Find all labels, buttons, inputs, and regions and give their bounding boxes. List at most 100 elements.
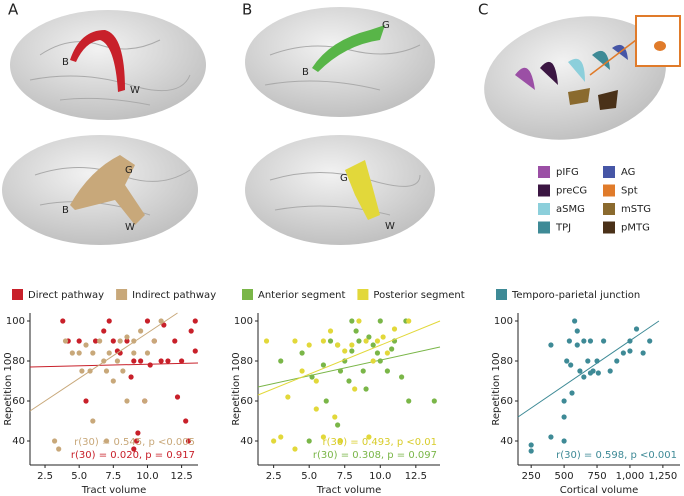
point — [114, 358, 121, 364]
y-tick-label: 40 — [12, 436, 25, 447]
point — [320, 434, 327, 440]
fit-line — [257, 346, 441, 388]
point — [179, 358, 185, 364]
point — [349, 342, 355, 348]
point — [131, 350, 137, 356]
pathway — [70, 155, 145, 225]
region — [515, 67, 535, 90]
point — [192, 348, 198, 354]
point — [110, 378, 116, 384]
point — [183, 418, 189, 424]
point — [363, 386, 369, 392]
point — [185, 438, 192, 444]
legend-swatch — [357, 289, 369, 300]
legend-label: pMTG — [621, 223, 650, 234]
connector — [589, 39, 637, 76]
inset — [635, 15, 681, 67]
point — [561, 438, 567, 444]
point — [370, 358, 376, 364]
x-tick-label: 10.0 — [136, 471, 158, 482]
legend-swatch — [538, 184, 550, 197]
x-tick-label: 2.5 — [37, 471, 53, 482]
point — [581, 338, 587, 344]
point — [158, 358, 164, 364]
y-tick-label: 60 — [240, 396, 253, 407]
point — [391, 326, 398, 332]
point — [101, 328, 107, 334]
point — [384, 350, 390, 356]
pathway — [70, 30, 125, 92]
fit-line — [517, 320, 660, 418]
point — [585, 358, 591, 364]
point — [142, 398, 148, 404]
pathway — [345, 160, 380, 220]
legend-swatch — [538, 203, 550, 215]
point — [188, 328, 194, 334]
point — [590, 368, 596, 374]
legend-swatch — [496, 289, 507, 300]
point — [320, 338, 327, 344]
point — [581, 374, 587, 380]
brain-label: G — [382, 20, 390, 31]
brain-label: B — [62, 205, 69, 216]
point — [144, 350, 151, 356]
legend-label: Indirect pathway — [132, 290, 216, 301]
point — [528, 448, 534, 454]
point — [51, 438, 58, 444]
point — [349, 348, 355, 354]
legend-label: aSMG — [556, 204, 585, 215]
x-tick-label: 5.0 — [301, 471, 317, 482]
point — [83, 398, 89, 404]
point — [174, 394, 181, 400]
point — [574, 328, 580, 334]
point — [124, 334, 130, 340]
point — [356, 338, 362, 344]
point — [564, 358, 570, 364]
point — [366, 434, 372, 440]
point — [384, 368, 390, 374]
brain-images — [2, 7, 681, 245]
legend-swatch — [603, 221, 615, 234]
point — [128, 374, 134, 380]
panel-letter: C — [478, 1, 488, 19]
point — [353, 328, 359, 334]
x-tick-label: 750 — [587, 471, 606, 482]
legend-label: Anterior segment — [258, 290, 345, 301]
point — [323, 398, 329, 404]
y-tick-label: 40 — [500, 436, 513, 447]
point — [349, 318, 355, 324]
point — [607, 368, 613, 374]
legend-label: preCG — [556, 186, 587, 197]
brain-label: W — [385, 221, 395, 232]
fit-line — [29, 312, 178, 412]
point — [337, 368, 344, 374]
point — [76, 350, 82, 356]
point — [292, 446, 298, 452]
point — [278, 358, 284, 364]
point — [90, 418, 96, 424]
x-tick-label: 1,000 — [616, 471, 645, 482]
point — [620, 350, 626, 356]
region — [568, 88, 590, 105]
legend-swatch — [603, 203, 615, 215]
legend-label: mSTG — [621, 204, 651, 215]
point — [568, 362, 574, 368]
point — [335, 422, 341, 428]
point — [633, 326, 640, 332]
point — [595, 370, 601, 376]
legend-label: TPJ — [555, 223, 571, 234]
region — [568, 58, 585, 82]
point — [97, 338, 103, 344]
point — [90, 350, 96, 356]
point — [380, 334, 386, 340]
point — [172, 338, 178, 344]
point — [131, 446, 137, 452]
point — [389, 346, 395, 352]
point — [342, 348, 348, 354]
point — [147, 362, 153, 368]
fit-line — [257, 320, 441, 396]
point — [192, 318, 198, 324]
point — [110, 338, 116, 344]
legend-swatch — [12, 289, 23, 300]
